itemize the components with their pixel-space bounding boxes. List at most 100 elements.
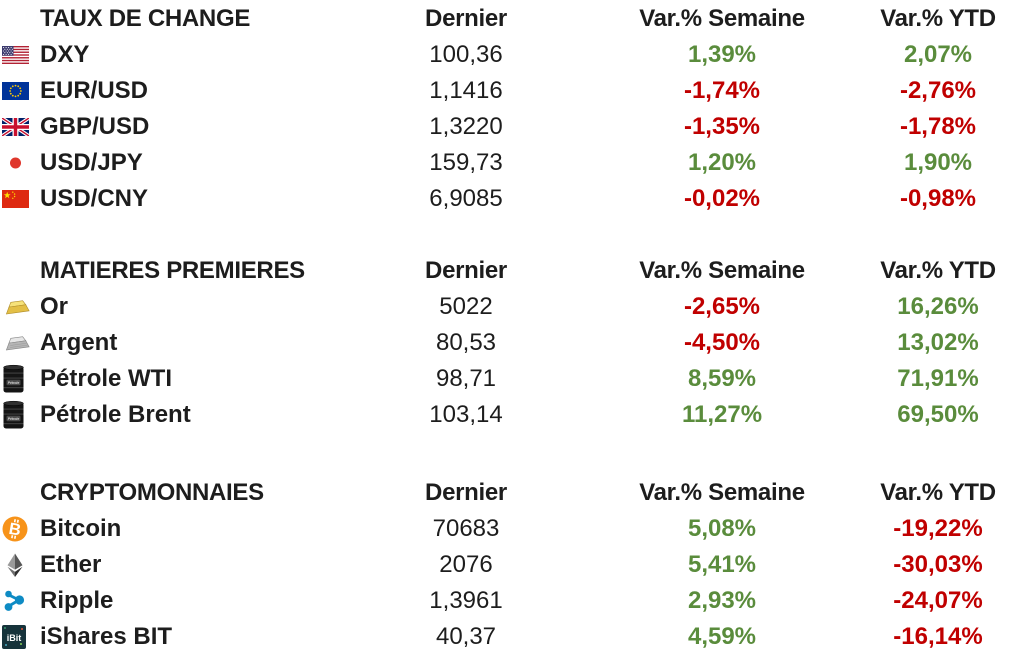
column-header-week: Var.% Semaine <box>639 479 805 506</box>
ripple-icon <box>4 590 25 611</box>
gold-bar-icon <box>5 300 30 315</box>
asset-week-change: 5,08% <box>687 515 757 542</box>
column-header-last: Dernier <box>425 5 507 32</box>
asset-ytd-change: -30,03% <box>893 551 983 578</box>
asset-label: iShares BIT <box>40 623 173 650</box>
asset-last-value: 159,73 <box>429 149 503 176</box>
market-section: CRYPTOMONNAIES Dernier Var.% Semaine Var… <box>0 475 1024 655</box>
us-flag-icon <box>0 46 38 64</box>
asset-row: iBit iShares BIT 40,37 4,59% -16,14% <box>0 619 1024 655</box>
asset-last-value: 103,14 <box>429 401 503 428</box>
asset-row: Argent 80,53 -4,50% 13,02% <box>0 325 1024 361</box>
asset-week-change: 8,59% <box>687 365 757 392</box>
section-title: MATIERES PREMIERES <box>40 257 305 284</box>
asset-label: EUR/USD <box>40 77 149 104</box>
asset-last-value: 70683 <box>432 515 500 542</box>
asset-last-value: 2076 <box>439 551 493 578</box>
asset-ytd-change: -0,98% <box>899 185 977 212</box>
section-rows: Or 5022 -2,65% 16,26% Argent 80,53 -4,50… <box>0 289 1024 433</box>
asset-ytd-change: 13,02% <box>897 329 979 356</box>
china-flag-icon <box>2 190 29 208</box>
japan-flag-icon <box>0 154 38 172</box>
asset-row: B Bitcoin 70683 5,08% -19,22% <box>0 511 1024 547</box>
bitcoin-icon: B <box>0 516 38 542</box>
asset-ytd-change: 69,50% <box>897 401 979 428</box>
column-header-ytd: Var.% YTD <box>880 479 996 506</box>
oil-barrel-icon: Pétrole <box>0 364 38 394</box>
silver-bar-icon <box>5 336 30 351</box>
column-header-ytd: Var.% YTD <box>880 5 996 32</box>
section-rows: B Bitcoin 70683 5,08% -19,22% Ether 2076… <box>0 511 1024 655</box>
oil-barrel-icon: Pétrole <box>3 400 24 429</box>
eu-flag-icon <box>0 82 38 100</box>
asset-ytd-change: -1,78% <box>899 113 977 140</box>
asset-week-change: 1,39% <box>687 41 757 68</box>
asset-ytd-change: 71,91% <box>897 365 979 392</box>
eu-flag-icon <box>2 82 29 100</box>
uk-flag-icon <box>0 118 38 136</box>
svg-text:B: B <box>7 520 22 540</box>
asset-label: Argent <box>40 329 118 356</box>
asset-row: Ether 2076 5,41% -30,03% <box>0 547 1024 583</box>
ripple-icon <box>0 588 38 614</box>
asset-label: Pétrole WTI <box>40 365 173 392</box>
asset-row: EUR/USD 1,1416 -1,74% -2,76% <box>0 73 1024 109</box>
japan-flag-icon <box>10 157 21 169</box>
us-flag-icon <box>2 46 29 64</box>
asset-row: Pétrole Pétrole Brent 103,14 11,27% 69,5… <box>0 397 1024 433</box>
asset-ytd-change: 1,90% <box>903 149 973 176</box>
asset-ytd-change: -24,07% <box>893 587 983 614</box>
asset-last-value: 5022 <box>439 293 493 320</box>
column-header-week: Var.% Semaine <box>639 257 805 284</box>
asset-week-change: 11,27% <box>681 401 763 428</box>
asset-row: Or 5022 -2,65% 16,26% <box>0 289 1024 325</box>
section-header-row: TAUX DE CHANGE Dernier Var.% Semaine Var… <box>0 1 1024 37</box>
asset-last-value: 98,71 <box>435 365 497 392</box>
china-flag-icon <box>0 190 38 208</box>
asset-label: Bitcoin <box>40 515 122 542</box>
asset-week-change: -4,50% <box>683 329 761 356</box>
market-section: TAUX DE CHANGE Dernier Var.% Semaine Var… <box>0 1 1024 217</box>
column-header-ytd: Var.% YTD <box>880 257 996 284</box>
ether-icon <box>7 553 23 577</box>
uk-flag-icon <box>2 118 29 136</box>
bitcoin-icon: B <box>2 516 28 542</box>
svg-text:Pétrole: Pétrole <box>8 417 20 421</box>
market-section: MATIERES PREMIERES Dernier Var.% Semaine… <box>0 253 1024 433</box>
asset-ytd-change: 2,07% <box>903 41 973 68</box>
asset-row: DXY 100,36 1,39% 2,07% <box>0 37 1024 73</box>
section-header-row: CRYPTOMONNAIES Dernier Var.% Semaine Var… <box>0 475 1024 511</box>
asset-week-change: -1,35% <box>683 113 761 140</box>
section-title: TAUX DE CHANGE <box>40 5 251 32</box>
section-header-row: MATIERES PREMIERES Dernier Var.% Semaine… <box>0 253 1024 289</box>
asset-row: Pétrole Pétrole WTI 98,71 8,59% 71,91% <box>0 361 1024 397</box>
asset-row: USD/JPY 159,73 1,20% 1,90% <box>0 145 1024 181</box>
asset-last-value: 1,3961 <box>429 587 503 614</box>
section-title: CRYPTOMONNAIES <box>40 479 264 506</box>
svg-text:Pétrole: Pétrole <box>8 381 20 385</box>
asset-week-change: -1,74% <box>683 77 761 104</box>
gold-bar-icon <box>0 298 38 316</box>
oil-barrel-icon: Pétrole <box>0 400 38 430</box>
oil-barrel-icon: Pétrole <box>3 364 24 393</box>
asset-ytd-change: -19,22% <box>893 515 983 542</box>
asset-week-change: -2,65% <box>683 293 761 320</box>
asset-last-value: 1,1416 <box>429 77 503 104</box>
asset-row: Ripple 1,3961 2,93% -24,07% <box>0 583 1024 619</box>
asset-week-change: 4,59% <box>687 623 757 650</box>
asset-ytd-change: -2,76% <box>899 77 977 104</box>
asset-label: Pétrole Brent <box>40 401 191 428</box>
asset-row: GBP/USD 1,3220 -1,35% -1,78% <box>0 109 1024 145</box>
asset-week-change: -0,02% <box>683 185 761 212</box>
ibit-icon: iBit <box>2 625 26 649</box>
asset-label: Ripple <box>40 587 114 614</box>
asset-week-change: 5,41% <box>687 551 757 578</box>
asset-last-value: 100,36 <box>429 41 503 68</box>
asset-last-value: 1,3220 <box>429 113 503 140</box>
asset-week-change: 1,20% <box>687 149 757 176</box>
asset-ytd-change: -16,14% <box>893 623 983 650</box>
asset-row: USD/CNY 6,9085 -0,02% -0,98% <box>0 181 1024 217</box>
asset-last-value: 6,9085 <box>429 185 503 212</box>
ibit-icon: iBit <box>0 625 38 649</box>
svg-text:iBit: iBit <box>7 633 22 643</box>
